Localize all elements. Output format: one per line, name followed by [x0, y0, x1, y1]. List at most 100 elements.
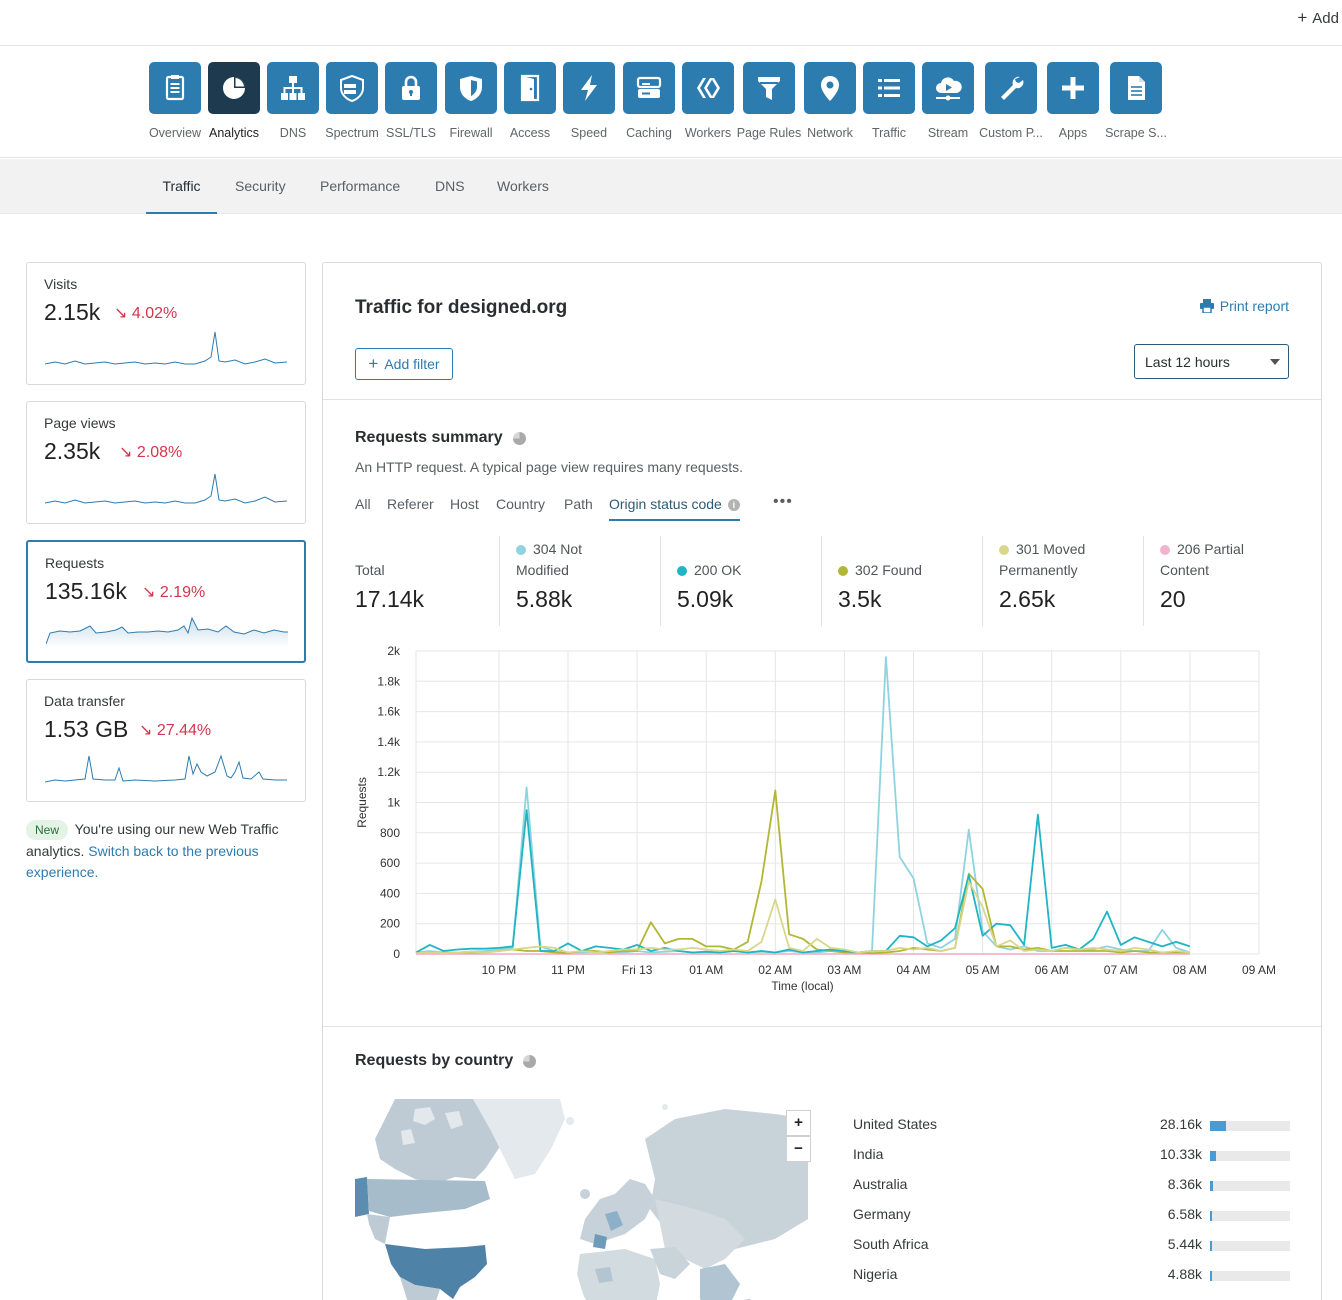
- filter-tab-origin-status-code[interactable]: Origin status code i: [609, 496, 740, 521]
- app-firewall[interactable]: Firewall: [436, 62, 506, 140]
- app-tile: [623, 62, 675, 114]
- stat-302[interactable]: 302 Found 3.5k: [821, 536, 981, 626]
- filter-tab-country[interactable]: Country: [496, 496, 546, 512]
- requests-card[interactable]: Requests 135.16k ↘ 2.19%: [26, 540, 306, 663]
- app-ssl-tls[interactable]: SSL/TLS: [376, 62, 446, 140]
- analytics-subnav: Traffic Security Performance DNS Workers: [0, 159, 1342, 214]
- legend-dot: [516, 545, 526, 555]
- app-workers[interactable]: Workers: [673, 62, 743, 140]
- data-transfer-sparkline: [45, 754, 287, 783]
- cloud-play-icon: [936, 77, 962, 101]
- top-bar: + Add: [0, 0, 1342, 46]
- y-tick-label: 1.2k: [377, 765, 401, 779]
- stat-value: 5.88k: [516, 586, 573, 612]
- app-spectrum[interactable]: Spectrum: [317, 62, 387, 140]
- filter-tab-referer[interactable]: Referer: [387, 496, 434, 512]
- app-dns[interactable]: DNS: [258, 62, 328, 140]
- x-tick-label: 11 PM: [551, 963, 585, 977]
- tab-workers[interactable]: Workers: [497, 178, 549, 194]
- card-delta: ↘ 2.08%: [119, 444, 183, 461]
- x-tick-label: 03 AM: [827, 963, 861, 977]
- country-row[interactable]: Australia 8.36k: [853, 1176, 1290, 1196]
- time-range-value: Last 12 hours: [1145, 353, 1230, 370]
- app-label: Spectrum: [325, 126, 379, 140]
- card-value: 2.35k: [44, 438, 101, 464]
- app-stream[interactable]: Stream: [913, 62, 983, 140]
- stat-label: 304 Not: [533, 541, 583, 557]
- app-apps[interactable]: Apps: [1038, 62, 1108, 140]
- stat-304[interactable]: 304 Not Modified 5.88k: [499, 536, 659, 626]
- app-label: Apps: [1058, 126, 1088, 140]
- country-row[interactable]: Nigeria 4.88k: [853, 1266, 1290, 1286]
- filter-tab-host[interactable]: Host: [450, 496, 479, 512]
- app-page-rules[interactable]: Page Rules: [734, 62, 804, 140]
- country-row[interactable]: India 10.33k: [853, 1146, 1290, 1166]
- y-tick-label: 1.6k: [377, 705, 401, 719]
- plus-icon: [1062, 77, 1084, 99]
- plus-icon: +: [1297, 8, 1308, 27]
- add-filter-button[interactable]: + Add filter: [355, 348, 453, 380]
- app-label: DNS: [279, 126, 307, 140]
- stat-separator: [1143, 536, 1144, 626]
- app-traffic[interactable]: Traffic: [854, 62, 924, 140]
- tab-security[interactable]: Security: [235, 178, 286, 194]
- data-transfer-card[interactable]: Data transfer 1.53 GB ↘ 27.44%: [26, 679, 306, 802]
- x-tick-label: 05 AM: [966, 963, 1000, 977]
- stat-label: 302 Found: [855, 562, 922, 578]
- app-label: Caching: [626, 126, 672, 140]
- print-report-label: Print report: [1219, 298, 1289, 314]
- filter-tab-path[interactable]: Path: [564, 496, 593, 512]
- app-label: Firewall: [449, 126, 493, 140]
- requests-by-country-title: Requests by country: [355, 1052, 537, 1070]
- requests-summary-title-text: Requests summary: [355, 429, 503, 446]
- requests-summary-description: An HTTP request. A typical page view req…: [355, 459, 744, 475]
- visits-card[interactable]: Visits 2.15k ↘ 4.02%: [26, 262, 306, 385]
- app-access[interactable]: Access: [495, 62, 565, 140]
- country-row[interactable]: South Africa 5.44k: [853, 1236, 1290, 1256]
- app-label: Access: [509, 126, 551, 140]
- app-tile: [208, 62, 260, 114]
- app-scrape-s[interactable]: Scrape S...: [1101, 62, 1171, 140]
- app-network[interactable]: Network: [795, 62, 865, 140]
- stat-301[interactable]: 301 Moved Permanently 2.65k: [982, 536, 1142, 626]
- app-analytics[interactable]: Analytics: [199, 62, 269, 140]
- printer-icon: [1199, 299, 1214, 313]
- stat-label-line2: Content: [1160, 562, 1210, 578]
- switch-back-link[interactable]: Switch back to the previous experience.: [26, 842, 259, 881]
- more-options-button[interactable]: •••: [773, 493, 793, 510]
- legend-dot: [838, 566, 848, 576]
- app-overview[interactable]: Overview: [140, 62, 210, 140]
- time-range-select[interactable]: Last 12 hours: [1134, 344, 1289, 379]
- app-custom-p[interactable]: Custom P...: [976, 62, 1046, 140]
- country-row[interactable]: United States 28.16k: [853, 1116, 1290, 1136]
- app-caching[interactable]: Caching: [614, 62, 684, 140]
- divider: [323, 1026, 1321, 1027]
- filter-tab-all[interactable]: All: [355, 496, 371, 512]
- app-tile: [326, 62, 378, 114]
- pie-chart-icon[interactable]: [523, 1054, 537, 1068]
- world-map-graphic: [355, 1099, 808, 1300]
- tab-dns[interactable]: DNS: [435, 178, 465, 194]
- filter-tab-origin-status-code-label: Origin status code: [609, 496, 722, 512]
- stat-206[interactable]: 206 Partial Content 20: [1143, 536, 1303, 626]
- x-tick-label: 04 AM: [896, 963, 930, 977]
- app-tile: [267, 62, 319, 114]
- add-button[interactable]: + Add: [1297, 8, 1339, 28]
- x-tick-label: 01 AM: [689, 963, 723, 977]
- country-name: Germany: [853, 1206, 911, 1222]
- app-speed[interactable]: Speed: [554, 62, 624, 140]
- map-zoom-in-button[interactable]: +: [786, 1110, 811, 1136]
- stat-200[interactable]: 200 OK 5.09k: [660, 536, 820, 626]
- page-views-card[interactable]: Page views 2.35k ↘ 2.08%: [26, 401, 306, 524]
- stat-label-line2: Permanently: [999, 562, 1078, 578]
- pie-chart-icon[interactable]: [512, 431, 526, 445]
- stat-separator: [660, 536, 661, 626]
- world-map[interactable]: [355, 1099, 808, 1300]
- map-zoom-out-button[interactable]: −: [786, 1136, 811, 1162]
- app-label: Network: [807, 126, 853, 140]
- tab-performance[interactable]: Performance: [320, 178, 401, 194]
- country-row[interactable]: Germany 6.58k: [853, 1206, 1290, 1226]
- country-bar: [1210, 1241, 1290, 1251]
- tab-traffic[interactable]: Traffic: [146, 159, 217, 214]
- print-report-button[interactable]: Print report: [1199, 298, 1289, 314]
